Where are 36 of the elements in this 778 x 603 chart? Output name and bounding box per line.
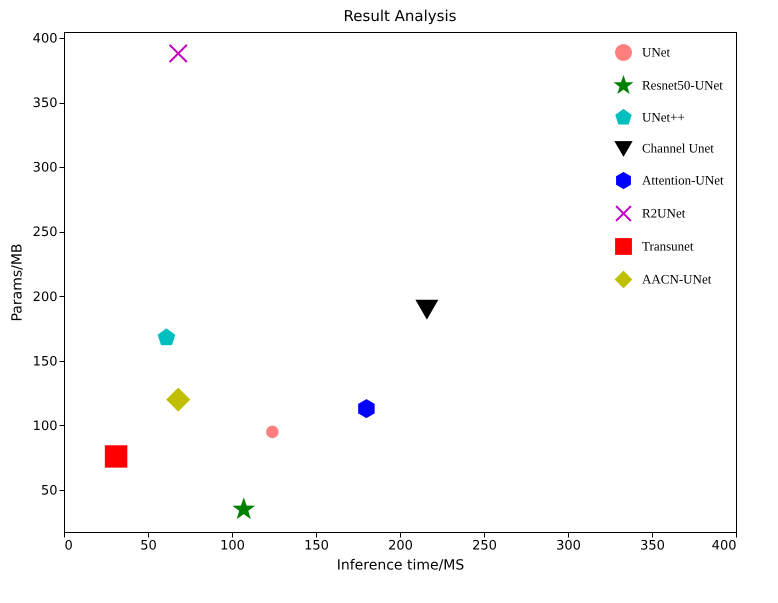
x-tick-label: 50	[140, 538, 157, 554]
point	[158, 328, 176, 346]
x-axis-title: Inference time/MS	[336, 558, 464, 574]
legend-label: Transunet	[642, 238, 694, 254]
y-tick-label: 350	[32, 96, 58, 112]
x-tick-label: 100	[220, 538, 245, 554]
y-tick-label: 200	[32, 290, 58, 305]
legend-label: Resnet50-UNet	[642, 78, 724, 92]
legend-label: UNet	[642, 44, 671, 60]
point	[104, 445, 128, 468]
legend-label: Attention-UNet	[642, 172, 724, 188]
point	[266, 426, 279, 438]
legend-label: R2UNet	[642, 206, 686, 220]
x-tick-label: 400	[712, 538, 736, 554]
x-tick-label: 300	[556, 538, 581, 554]
x-tick-label: 150	[304, 538, 329, 554]
y-axis-title: Params/MB	[10, 243, 26, 322]
point	[358, 399, 375, 418]
point	[166, 388, 190, 412]
y-tick-label: 150	[32, 354, 58, 370]
legend-label: Channel Unet	[642, 140, 714, 156]
chart-title: Result Analysis	[344, 6, 457, 25]
point	[168, 44, 188, 64]
y-tick-label: 400	[32, 31, 58, 46]
y-tick-label: 300	[32, 160, 58, 176]
x-tick-label: 200	[388, 538, 413, 554]
y-tick-label: 50	[40, 484, 58, 499]
point	[234, 499, 254, 518]
y-tick-label: 100	[32, 418, 58, 434]
legend-label: AACN-UNet	[642, 272, 712, 286]
x-tick-label: 250	[472, 538, 497, 554]
x-tick-label: 0	[64, 538, 73, 554]
legend-label: UNet++	[642, 110, 685, 124]
point	[416, 300, 438, 319]
x-tick-label: 350	[640, 538, 665, 554]
y-tick-label: 250	[32, 225, 58, 240]
